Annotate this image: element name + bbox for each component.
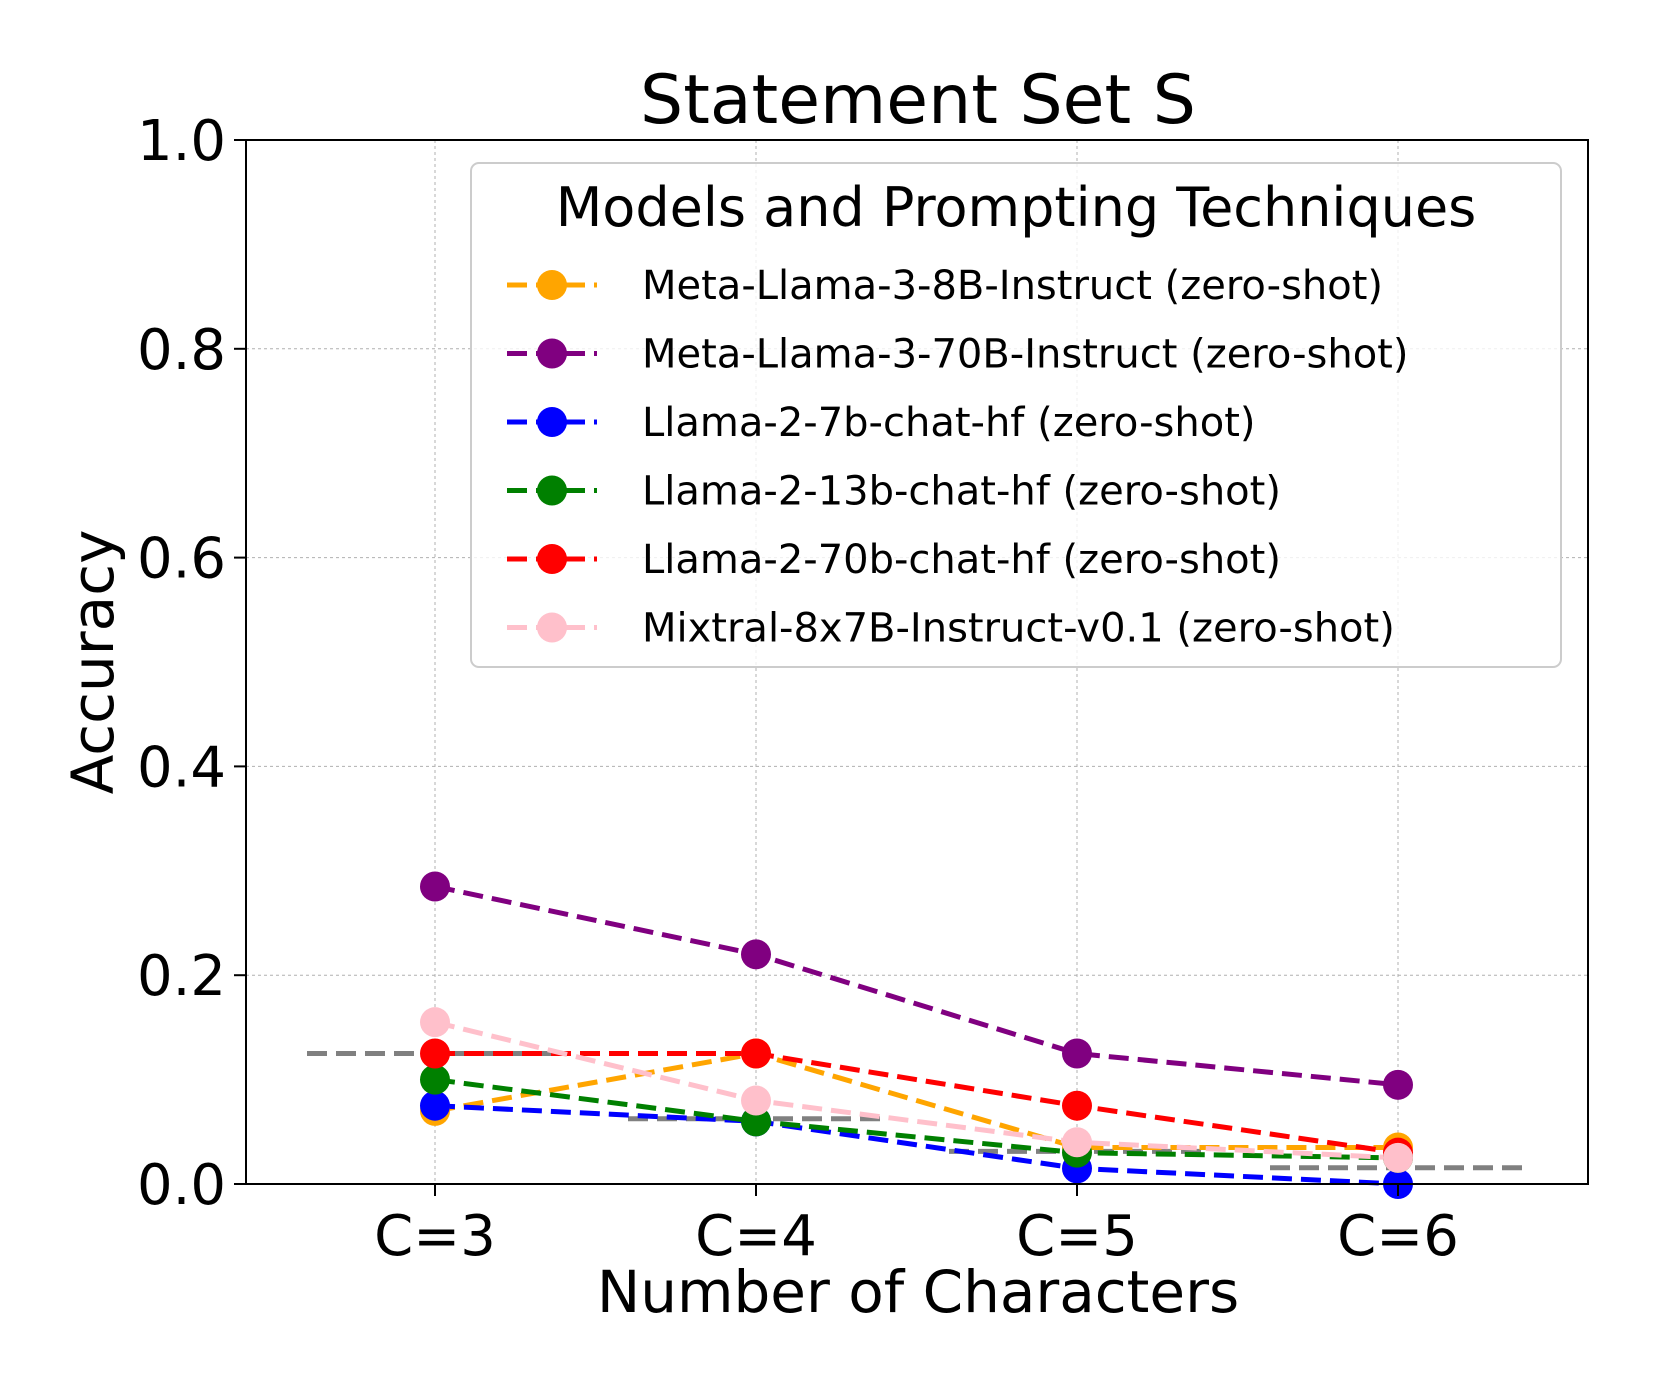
y-tick-label: 1.0 [137,109,226,174]
x-tick-label: C=5 [1016,1204,1138,1269]
random-baselines [307,1051,1526,1171]
data-point [420,1064,450,1095]
legend-box [470,162,1562,668]
y-tick-label: 0.6 [137,527,226,592]
y-tick-label: 0.8 [137,318,226,383]
legend-label: Mixtral-8x7B-Instruct-v0.1 (zero-shot) [642,606,1395,652]
series-line [434,1103,1399,1187]
series-line [434,1050,1398,1150]
data-point [1383,1142,1413,1173]
y-tick-label: 0.0 [137,1153,226,1218]
legend-label: Llama-2-13b-chat-hf (zero-shot) [642,469,1281,515]
legend-label: Meta-Llama-3-70B-Instruct (zero-shot) [642,332,1408,378]
legend-label: Meta-Llama-3-8B-Instruct (zero-shot) [642,263,1383,309]
data-point [1062,1127,1092,1158]
legend-marker [537,544,567,574]
data-point [420,871,450,902]
legend-label: Llama-2-7b-chat-hf (zero-shot) [642,400,1255,446]
data-point [420,1007,450,1038]
legend-marker [537,475,567,506]
data-point [1062,1090,1092,1121]
x-axis-label: Number of Characters [597,1258,1239,1326]
data-point [1383,1069,1413,1100]
legend-title: Models and Prompting Techniques [556,176,1477,239]
legend-marker [537,338,567,369]
x-tick-label: C=4 [695,1204,817,1269]
y-tick-label: 0.4 [137,735,226,800]
series-line [434,884,1399,1088]
series-line [434,1019,1399,1161]
series-line [435,1051,1399,1156]
y-axis-ticks: 0.0 0.2 0.4 0.6 0.8 1.0 [137,109,246,1218]
data-point [741,1038,771,1069]
y-axis-label: Accuracy [59,530,127,795]
data-point [741,939,771,970]
legend-marker [537,612,567,643]
data-point [420,1038,450,1069]
legend-marker [537,407,567,437]
data-point [420,1090,450,1121]
series-lines [434,884,1399,1187]
x-axis-ticks: C=3 C=4 C=5 C=6 [374,1184,1459,1269]
legend-marker [537,270,567,300]
x-tick-label: C=6 [1337,1204,1459,1269]
legend-label: Llama-2-70b-chat-hf (zero-shot) [642,537,1281,583]
chart-title: Statement Set S [640,61,1196,140]
data-point [1062,1038,1092,1069]
legend: Models and Prompting Techniques Meta-Lla… [470,162,1562,668]
y-tick-label: 0.2 [137,944,226,1009]
legend-items: Meta-Llama-3-8B-Instruct (zero-shot) Meta… [507,263,1408,652]
data-point [741,1106,771,1137]
plot-frame [245,139,1589,1185]
x-tick-label: C=3 [374,1204,496,1269]
data-point [741,1085,771,1116]
series-line [434,1077,1399,1161]
series-points [420,871,1413,1199]
